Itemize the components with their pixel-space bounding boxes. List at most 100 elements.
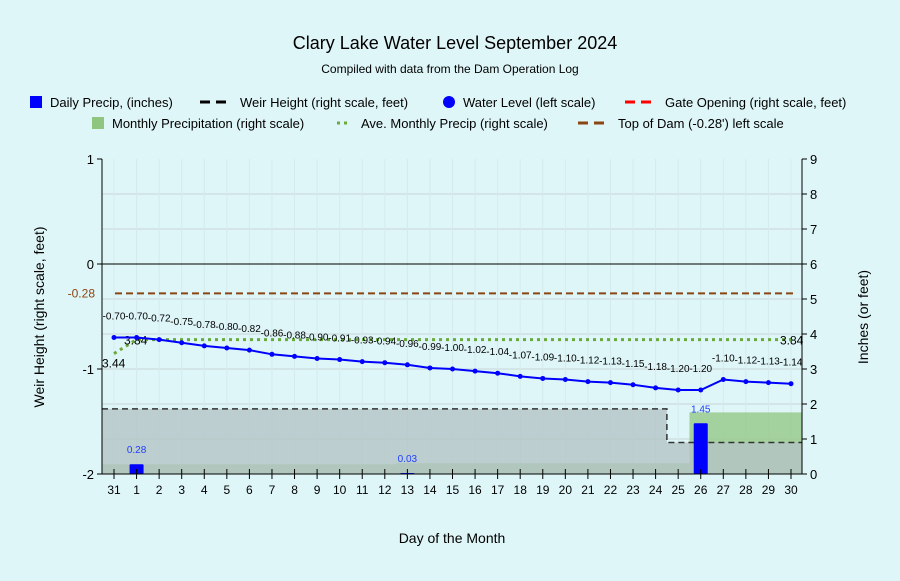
legend-swatch (92, 117, 104, 129)
left-tick-label: 0 (87, 257, 94, 272)
water-level-label: -1.18 (644, 362, 667, 373)
water-level-label: -1.09 (531, 352, 554, 363)
right-axis-title: Inches (or feet) (855, 270, 871, 364)
ave-precip-label: 3.84 (780, 334, 804, 348)
water-level-label: -1.20 (667, 364, 690, 375)
x-tick-label: 6 (246, 483, 253, 497)
x-tick-label: 12 (378, 483, 392, 497)
top-of-dam-label: -0.28 (68, 286, 96, 300)
water-level-point (359, 359, 365, 365)
x-tick-label: 21 (581, 483, 595, 497)
right-tick-label: 4 (810, 327, 817, 342)
left-axis-title: Weir Height (right scale, feet) (31, 226, 47, 407)
water-level-point (495, 370, 501, 376)
x-tick-label: 8 (291, 483, 298, 497)
right-tick-label: 2 (810, 397, 817, 412)
x-tick-label: 3 (178, 483, 185, 497)
water-level-point (246, 347, 252, 353)
legend-label: Weir Height (right scale, feet) (240, 95, 408, 110)
water-level-label: -0.75 (170, 317, 193, 328)
water-level-label: -0.70 (103, 312, 126, 323)
x-tick-label: 13 (401, 483, 415, 497)
legend-label: Gate Opening (right scale, feet) (665, 95, 846, 110)
weir-height-line (102, 408, 802, 444)
water-level-label: -0.94 (373, 337, 396, 348)
x-tick-label: 29 (762, 483, 776, 497)
water-level-point (134, 335, 140, 340)
x-tick-label: 16 (468, 483, 482, 497)
water-level-label: -1.20 (689, 364, 712, 375)
water-level-label: -0.86 (261, 328, 284, 339)
daily-precip-label: 1.45 (691, 404, 711, 415)
water-level-point (337, 357, 343, 363)
water-level-point (427, 365, 433, 371)
water-level-label: -0.80 (215, 322, 238, 333)
legend-label: Top of Dam (-0.28') left scale (618, 116, 784, 131)
water-level-point (472, 368, 478, 374)
right-tick-label: 6 (810, 257, 817, 272)
water-level-point (743, 379, 749, 385)
water-level-label: -0.82 (238, 324, 261, 335)
x-tick-label: 7 (269, 483, 276, 497)
x-tick-label: 25 (671, 483, 685, 497)
water-level-label: -1.00 (441, 343, 464, 354)
right-tick-label: 3 (810, 362, 817, 377)
x-tick-label: 14 (423, 483, 437, 497)
weir-height-area (102, 408, 802, 474)
x-axis-title: Day of the Month (399, 530, 506, 546)
chart-subtitle: Compiled with data from the Dam Operatio… (321, 62, 578, 76)
ave-monthly-precip-line (113, 338, 791, 355)
legend-label: Monthly Precipitation (right scale) (112, 116, 304, 131)
legend-label: Daily Precip, (inches) (50, 95, 173, 110)
water-level-point (382, 360, 388, 366)
water-level-label: -0.88 (283, 330, 306, 341)
x-tick-label: 5 (223, 483, 230, 497)
water-level-label: -1.13 (599, 357, 622, 368)
x-tick-label: 18 (514, 483, 528, 497)
water-level-point (607, 380, 613, 386)
water-level-label: -1.14 (780, 358, 803, 369)
x-tick-label: 28 (739, 483, 753, 497)
right-tick-label: 7 (810, 222, 817, 237)
water-level-label: -1.07 (509, 350, 532, 361)
water-level-label: -0.99 (419, 342, 442, 353)
x-tick-label: 30 (784, 483, 798, 497)
legend: Daily Precip, (inches) Weir Height (right… (30, 95, 846, 131)
water-level-point (562, 377, 568, 382)
daily-precip-bar (693, 423, 708, 474)
water-level-label: -0.91 (328, 334, 351, 345)
left-tick-label: -2 (82, 467, 94, 482)
x-tick-label: 15 (446, 483, 460, 497)
x-tick-label: 1 (133, 483, 140, 497)
x-tick-label: 26 (694, 483, 708, 497)
x-tick-label: 2 (156, 483, 163, 497)
water-level-label: -1.10 (712, 354, 735, 365)
plot-area: 0.280.031.45-0.283.443.84 3.84-0.70 -0.70-… (68, 152, 818, 497)
water-level-label: -1.12 (577, 356, 600, 367)
x-tick-label: 17 (491, 483, 505, 497)
ave-precip-label: 3.44 (102, 357, 126, 371)
legend-swatch (30, 96, 42, 108)
water-level-label: -0.90 (306, 333, 329, 344)
right-tick-label: 8 (810, 187, 817, 202)
x-tick-label: 20 (559, 483, 573, 497)
x-tick-label: 19 (536, 483, 550, 497)
water-level-point (788, 381, 794, 387)
water-level-point (292, 353, 298, 359)
x-tick-label: 4 (201, 483, 208, 497)
daily-precip-label: 0.03 (398, 454, 418, 465)
water-level-label: -1.12 (734, 356, 757, 367)
right-tick-label: 5 (810, 292, 817, 307)
x-tick-label: 24 (649, 483, 663, 497)
legend-marker (443, 96, 455, 108)
legend-label: Ave. Monthly Precip (right scale) (361, 116, 548, 131)
water-level-point (201, 343, 207, 349)
x-tick-label: 27 (717, 483, 731, 497)
chart-title: Clary Lake Water Level September 2024 (293, 33, 618, 53)
x-tick-label: 9 (314, 483, 321, 497)
water-level-point (517, 373, 523, 379)
water-level-label: -0.70 (125, 312, 148, 323)
water-level-point (224, 345, 230, 351)
water-level-point (269, 351, 275, 357)
water-level-label: -1.04 (486, 347, 509, 358)
